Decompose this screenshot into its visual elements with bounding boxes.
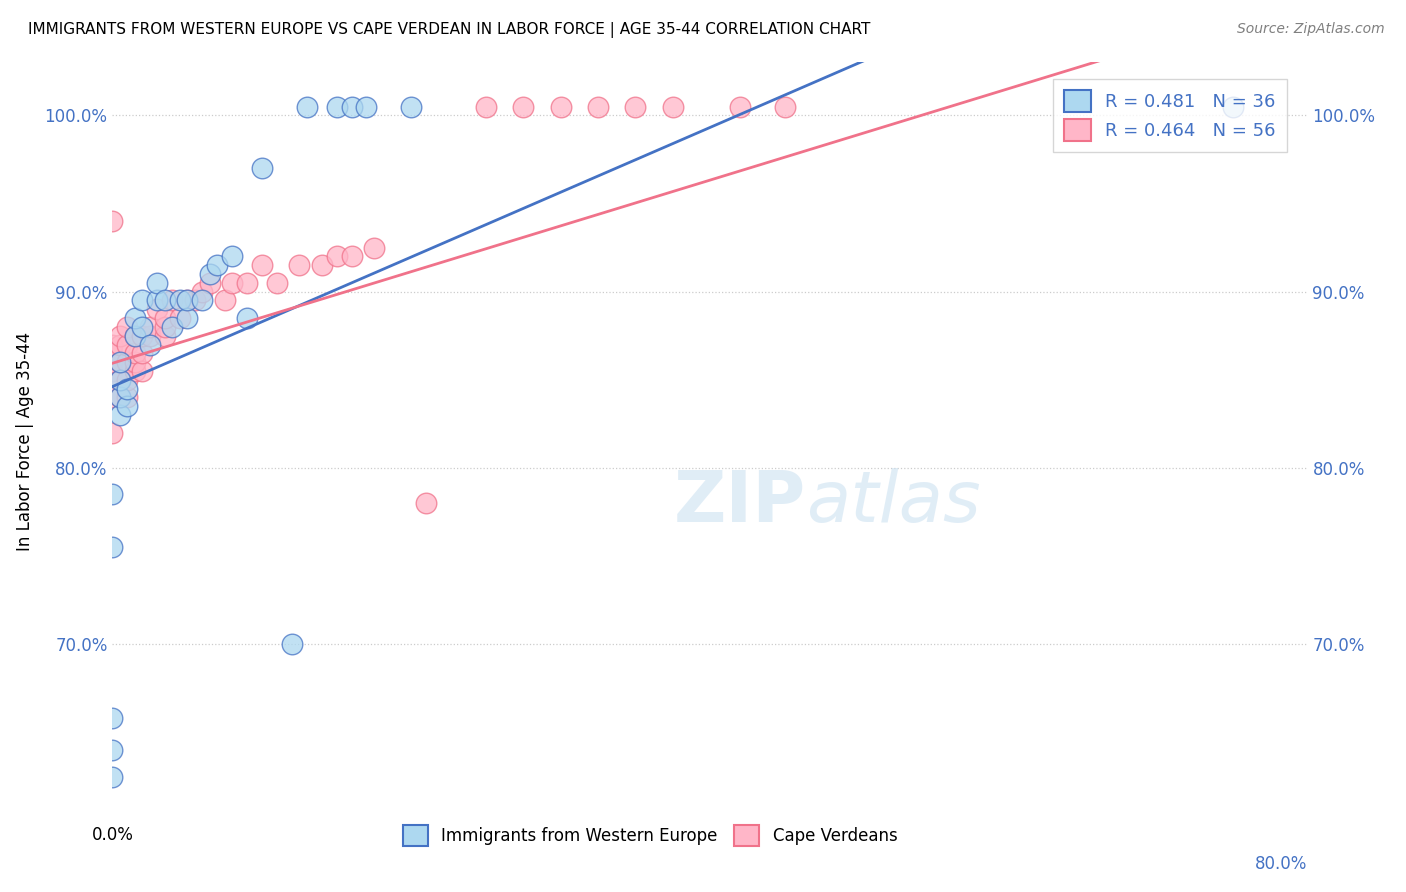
Cape Verdeans xyxy=(250,258,273,272)
Cape Verdeans xyxy=(101,337,124,351)
Immigrants from Western Europe xyxy=(108,355,131,369)
Immigrants from Western Europe xyxy=(340,99,363,113)
Immigrants from Western Europe xyxy=(236,311,259,326)
Immigrants from Western Europe xyxy=(198,267,221,281)
Cape Verdeans xyxy=(108,328,131,343)
Immigrants from Western Europe xyxy=(325,99,347,113)
Cape Verdeans xyxy=(117,320,139,334)
Cape Verdeans xyxy=(124,355,146,369)
Cape Verdeans xyxy=(101,346,124,360)
Cape Verdeans xyxy=(214,293,236,308)
Immigrants from Western Europe xyxy=(169,293,191,308)
Legend: Immigrants from Western Europe, Cape Verdeans: Immigrants from Western Europe, Cape Ver… xyxy=(395,817,905,854)
Cape Verdeans xyxy=(512,99,534,113)
Immigrants from Western Europe xyxy=(162,320,183,334)
Cape Verdeans xyxy=(198,276,221,290)
Immigrants from Western Europe xyxy=(108,408,131,422)
Cape Verdeans xyxy=(131,328,153,343)
Cape Verdeans xyxy=(153,320,176,334)
Cape Verdeans xyxy=(311,258,333,272)
Cape Verdeans xyxy=(139,320,162,334)
Immigrants from Western Europe xyxy=(139,337,162,351)
Immigrants from Western Europe xyxy=(146,293,169,308)
Cape Verdeans xyxy=(131,346,153,360)
Cape Verdeans xyxy=(117,355,139,369)
Cape Verdeans xyxy=(415,496,437,510)
Cape Verdeans xyxy=(146,302,169,317)
Cape Verdeans xyxy=(153,328,176,343)
Cape Verdeans xyxy=(101,425,124,440)
Cape Verdeans xyxy=(236,276,259,290)
Cape Verdeans xyxy=(586,99,609,113)
Cape Verdeans xyxy=(624,99,647,113)
Immigrants from Western Europe xyxy=(281,637,304,651)
Cape Verdeans xyxy=(117,373,139,387)
Cape Verdeans xyxy=(131,364,153,378)
Cape Verdeans xyxy=(162,293,183,308)
Cape Verdeans xyxy=(153,311,176,326)
Text: atlas: atlas xyxy=(806,467,980,537)
Immigrants from Western Europe xyxy=(221,249,243,263)
Immigrants from Western Europe xyxy=(191,293,214,308)
Cape Verdeans xyxy=(363,241,385,255)
Immigrants from Western Europe xyxy=(131,293,153,308)
Cape Verdeans xyxy=(124,364,146,378)
Cape Verdeans xyxy=(176,293,198,308)
Cape Verdeans xyxy=(773,99,796,113)
Cape Verdeans xyxy=(108,391,131,405)
Cape Verdeans xyxy=(728,99,751,113)
Cape Verdeans xyxy=(139,328,162,343)
Cape Verdeans xyxy=(550,99,572,113)
Immigrants from Western Europe xyxy=(295,99,318,113)
Text: 80.0%: 80.0% xyxy=(1256,855,1308,872)
Immigrants from Western Europe xyxy=(101,487,124,501)
Immigrants from Western Europe xyxy=(101,770,124,784)
Immigrants from Western Europe xyxy=(101,743,124,757)
Cape Verdeans xyxy=(101,214,124,228)
Cape Verdeans xyxy=(288,258,311,272)
Immigrants from Western Europe xyxy=(117,382,139,396)
Cape Verdeans xyxy=(191,285,214,299)
Immigrants from Western Europe xyxy=(117,399,139,413)
Immigrants from Western Europe xyxy=(401,99,423,113)
Immigrants from Western Europe xyxy=(101,711,124,725)
Immigrants from Western Europe xyxy=(250,161,273,176)
Immigrants from Western Europe xyxy=(131,320,153,334)
Immigrants from Western Europe xyxy=(108,391,131,405)
Immigrants from Western Europe xyxy=(356,99,378,113)
Cape Verdeans xyxy=(108,355,131,369)
Cape Verdeans xyxy=(117,337,139,351)
Immigrants from Western Europe xyxy=(1222,99,1244,113)
Text: Source: ZipAtlas.com: Source: ZipAtlas.com xyxy=(1237,22,1385,37)
Cape Verdeans xyxy=(101,355,124,369)
Cape Verdeans xyxy=(108,337,131,351)
Immigrants from Western Europe xyxy=(153,293,176,308)
Cape Verdeans xyxy=(340,249,363,263)
Immigrants from Western Europe xyxy=(176,293,198,308)
Text: IMMIGRANTS FROM WESTERN EUROPE VS CAPE VERDEAN IN LABOR FORCE | AGE 35-44 CORREL: IMMIGRANTS FROM WESTERN EUROPE VS CAPE V… xyxy=(28,22,870,38)
Text: ZIP: ZIP xyxy=(673,467,806,537)
Cape Verdeans xyxy=(124,328,146,343)
Cape Verdeans xyxy=(117,391,139,405)
Cape Verdeans xyxy=(221,276,243,290)
Immigrants from Western Europe xyxy=(146,276,169,290)
Immigrants from Western Europe xyxy=(124,328,146,343)
Cape Verdeans xyxy=(169,311,191,326)
Cape Verdeans xyxy=(101,364,124,378)
Cape Verdeans xyxy=(183,293,205,308)
Cape Verdeans xyxy=(108,373,131,387)
Cape Verdeans xyxy=(325,249,347,263)
Cape Verdeans xyxy=(266,276,288,290)
Y-axis label: In Labor Force | Age 35-44: In Labor Force | Age 35-44 xyxy=(15,332,34,551)
Immigrants from Western Europe xyxy=(108,373,131,387)
Immigrants from Western Europe xyxy=(176,311,198,326)
Cape Verdeans xyxy=(661,99,683,113)
Cape Verdeans xyxy=(475,99,498,113)
Immigrants from Western Europe xyxy=(101,541,124,555)
Cape Verdeans xyxy=(101,391,124,405)
Cape Verdeans xyxy=(124,346,146,360)
Immigrants from Western Europe xyxy=(205,258,228,272)
Immigrants from Western Europe xyxy=(124,311,146,326)
